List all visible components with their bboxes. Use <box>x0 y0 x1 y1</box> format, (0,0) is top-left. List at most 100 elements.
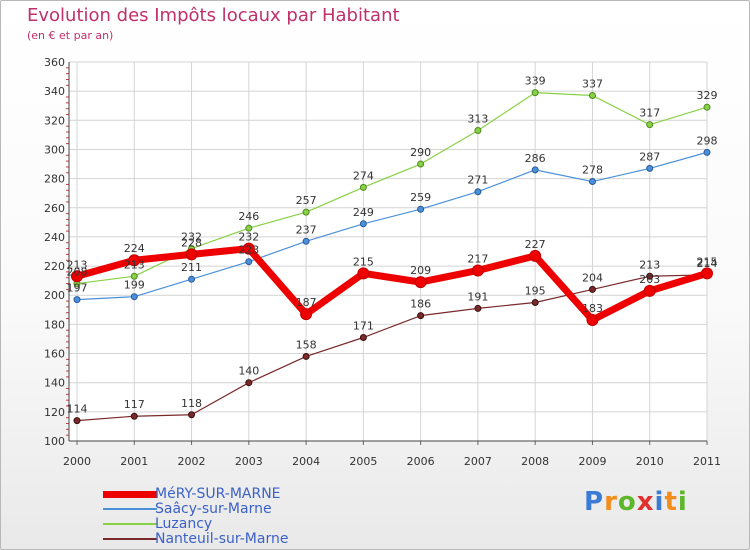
data-point <box>417 160 425 168</box>
data-point <box>73 417 81 425</box>
data-label: 227 <box>525 238 546 251</box>
data-label: 339 <box>525 75 546 88</box>
x-tick-label: 2005 <box>349 455 377 468</box>
legend-label-luzancy: Luzancy <box>155 516 213 532</box>
data-label: 186 <box>410 298 431 311</box>
x-tick-label: 2003 <box>235 455 263 468</box>
data-label: 232 <box>238 231 259 244</box>
data-point <box>417 312 425 320</box>
data-point <box>130 412 138 420</box>
data-point <box>588 92 596 100</box>
data-label: 208 <box>67 266 88 279</box>
data-point <box>474 127 482 135</box>
data-point <box>471 264 484 277</box>
y-tick-label: 360 <box>44 56 65 69</box>
data-point <box>300 308 313 321</box>
data-point <box>586 314 599 327</box>
series-line-3 <box>76 274 708 422</box>
data-point <box>357 267 370 280</box>
y-tick-label: 100 <box>44 435 65 448</box>
legend-swatch-luzancy <box>103 523 157 525</box>
data-label: 183 <box>582 302 603 315</box>
data-label: 187 <box>296 296 317 309</box>
proxiti-logo: Proxiti <box>584 487 688 517</box>
data-point <box>359 183 367 191</box>
y-tick-label: 320 <box>44 114 65 127</box>
y-tick-label: 160 <box>44 348 65 361</box>
data-label: 199 <box>124 279 145 292</box>
data-label: 232 <box>181 231 202 244</box>
data-label: 191 <box>467 290 488 303</box>
data-point <box>531 299 539 307</box>
data-label: 329 <box>697 89 718 102</box>
line-chart: 100 120 140 160 180 200 220 240 260 280 300 320 340 3… <box>44 56 721 468</box>
data-point <box>703 148 711 156</box>
data-point <box>703 103 711 111</box>
data-label: 228 <box>181 236 202 249</box>
data-point <box>646 164 654 172</box>
data-point <box>588 178 596 186</box>
plot-area <box>69 62 707 441</box>
legend-label-nanteuil: Nanteuil-sur-Marne <box>155 531 289 547</box>
data-point <box>646 121 654 129</box>
legend-swatch-mery <box>103 490 157 498</box>
data-label: 114 <box>67 403 88 416</box>
data-point <box>474 304 482 312</box>
legend-swatch-saacy <box>103 508 157 510</box>
data-label: 217 <box>467 252 488 265</box>
x-tick-label: 2004 <box>292 455 320 468</box>
data-point <box>414 276 427 289</box>
x-tick-label: 2010 <box>636 455 664 468</box>
series-line-0 <box>76 245 709 324</box>
data-label: 197 <box>67 282 88 295</box>
x-tick-label: 2011 <box>693 455 721 468</box>
data-label: 237 <box>296 223 317 236</box>
data-label: 286 <box>525 152 546 165</box>
x-tick-label: 2007 <box>464 455 492 468</box>
x-tick-label: 2006 <box>407 455 435 468</box>
data-point <box>359 334 367 342</box>
legend-item-saacy: Saâcy-sur-Marne <box>103 501 272 517</box>
data-label: 313 <box>467 113 488 126</box>
data-point <box>73 296 81 304</box>
data-label: 215 <box>353 255 374 268</box>
data-point <box>130 272 138 280</box>
data-label: 317 <box>639 107 660 120</box>
data-label: 118 <box>181 397 202 410</box>
data-point <box>474 188 482 196</box>
data-point <box>417 205 425 213</box>
data-point <box>245 258 253 266</box>
legend-item-nanteuil: Nanteuil-sur-Marne <box>103 531 288 547</box>
data-label: 249 <box>353 206 374 219</box>
data-point <box>531 89 539 97</box>
data-label: 213 <box>67 258 88 271</box>
data-point <box>588 285 596 293</box>
x-tick-label: 2001 <box>120 455 148 468</box>
data-label: 214 <box>697 257 718 270</box>
data-point <box>245 379 253 387</box>
chart-subtitle: (en € et par an) <box>27 29 114 42</box>
data-point <box>128 254 141 267</box>
data-label: 204 <box>582 271 603 284</box>
data-label: 158 <box>296 338 317 351</box>
data-label: 257 <box>296 194 317 207</box>
chart-title: Evolution des Impôts locaux par Habitant <box>27 5 400 26</box>
data-point <box>302 352 310 360</box>
y-tick-label: 300 <box>44 143 65 156</box>
legend-item-luzancy: Luzancy <box>103 516 212 532</box>
legend-swatch-nanteuil <box>103 538 157 540</box>
y-tick-label: 240 <box>44 231 65 244</box>
y-tick-label: 280 <box>44 173 65 186</box>
y-tick-label: 120 <box>44 406 65 419</box>
data-label: 278 <box>582 164 603 177</box>
data-label: 171 <box>353 320 374 333</box>
y-tick-label: 200 <box>44 289 65 302</box>
data-point <box>531 166 539 174</box>
data-label: 195 <box>525 285 546 298</box>
data-label: 215 <box>697 255 718 268</box>
y-tick-label: 180 <box>44 318 65 331</box>
data-label: 117 <box>124 398 145 411</box>
x-tick-label: 2000 <box>63 455 91 468</box>
legend-label-saacy: Saâcy-sur-Marne <box>155 501 272 517</box>
y-tick-label: 340 <box>44 85 65 98</box>
